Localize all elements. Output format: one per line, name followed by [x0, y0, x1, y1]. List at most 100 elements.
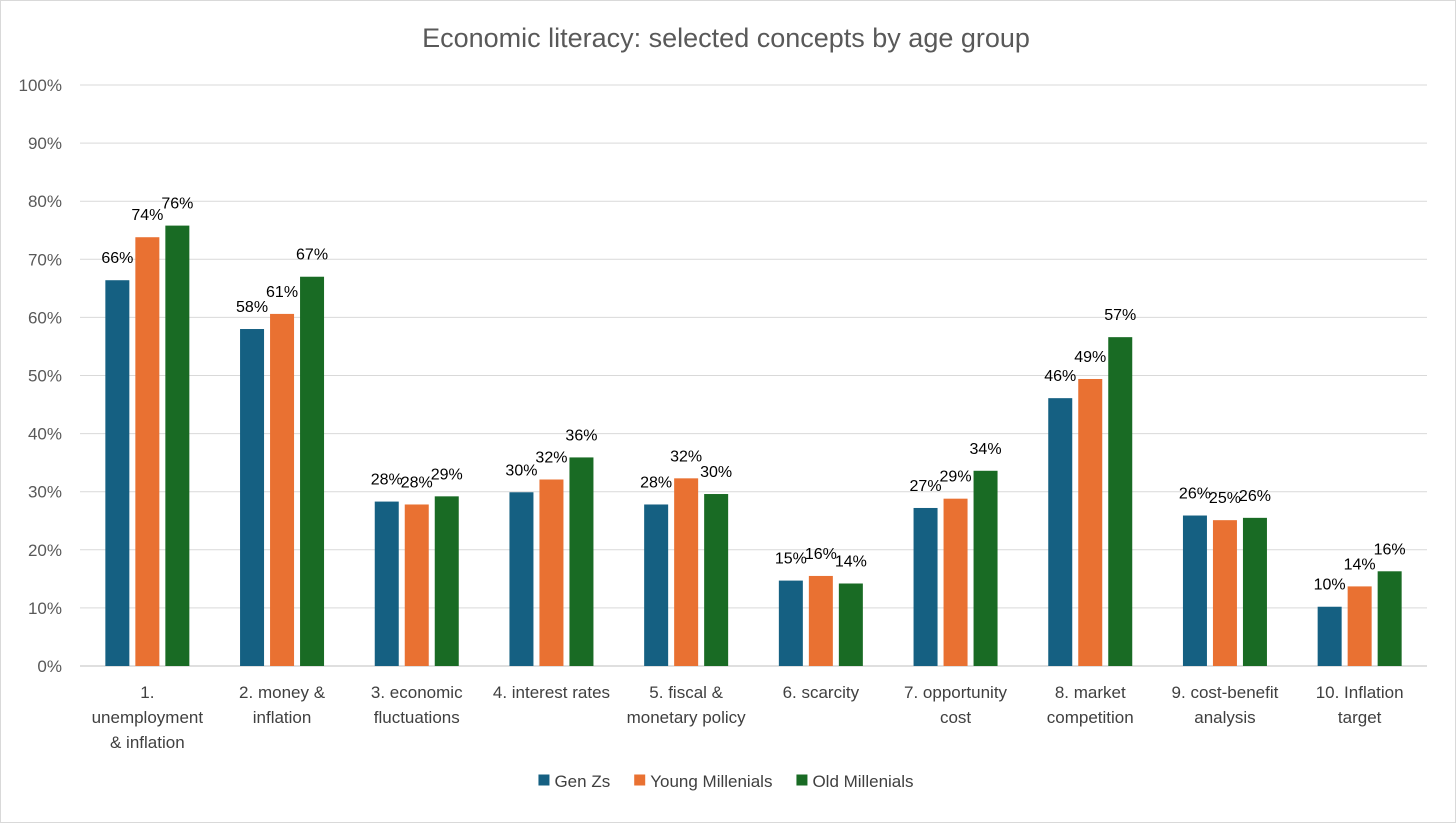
data-label: 26% — [1179, 486, 1211, 503]
bar-old-millenials — [973, 470, 998, 666]
y-tick-label: 90% — [28, 134, 62, 153]
data-label: 76% — [161, 196, 193, 213]
data-label: 67% — [296, 247, 328, 264]
data-label: 14% — [835, 553, 867, 570]
data-label: 16% — [805, 546, 837, 563]
bar-gen-zs — [1048, 398, 1073, 666]
legend-item: Gen Zs — [538, 772, 610, 791]
data-label: 15% — [775, 551, 807, 568]
x-tick-label: fluctuations — [374, 708, 460, 727]
y-tick-label: 20% — [28, 541, 62, 560]
data-label: 25% — [1209, 490, 1241, 507]
bar-gen-zs — [105, 280, 130, 666]
y-axis-ticks: 0% 10% 20% 30% 40% 50% 60% 70% 80% 90% 100% — [19, 76, 62, 676]
bar-young-millenials — [674, 478, 699, 666]
y-tick-label: 60% — [28, 308, 62, 327]
x-tick-label: 5. fiscal & — [649, 683, 723, 702]
bar-old-millenials — [300, 276, 325, 666]
data-label: 49% — [1074, 349, 1106, 366]
bar-old-millenials — [434, 496, 459, 666]
bar-gen-zs — [778, 580, 803, 666]
x-axis-ticks: 1. unemployment & inflation 2. money & infla… — [92, 683, 1404, 752]
legend-swatch — [796, 774, 808, 786]
bar-gen-zs — [240, 329, 265, 666]
bar-old-millenials — [1377, 571, 1402, 666]
x-tick-label: cost — [940, 708, 971, 727]
data-label: 30% — [700, 464, 732, 481]
data-labels: 66%74%76%58%61%67%28%28%29% 30%32%36%28%3… — [101, 196, 1405, 594]
x-tick-label: & inflation — [110, 733, 185, 752]
data-label: 26% — [1239, 488, 1271, 505]
y-tick-label: 10% — [28, 599, 62, 618]
data-label: 61% — [266, 284, 298, 301]
x-tick-label: competition — [1047, 708, 1134, 727]
y-tick-label: 80% — [28, 192, 62, 211]
data-label: 14% — [1344, 556, 1376, 573]
legend-item: Old Millenials — [796, 772, 914, 791]
bar-gen-zs — [913, 507, 938, 666]
bar-young-millenials — [943, 498, 968, 666]
x-tick-label: 3. economic — [371, 683, 463, 702]
data-label: 10% — [1314, 577, 1346, 594]
y-tick-label: 50% — [28, 367, 62, 386]
bar-gen-zs — [644, 504, 669, 666]
bar-gen-zs — [1182, 515, 1207, 666]
x-tick-label: inflation — [253, 708, 312, 727]
data-label: 29% — [431, 466, 463, 483]
y-tick-label: 0% — [37, 657, 62, 676]
y-tick-label: 70% — [28, 250, 62, 269]
legend-swatch — [634, 774, 646, 786]
legend-swatch — [538, 774, 550, 786]
y-tick-label: 30% — [28, 483, 62, 502]
bar-young-millenials — [808, 575, 833, 666]
data-label: 36% — [565, 427, 597, 444]
bar-old-millenials — [1108, 337, 1133, 666]
bar-gen-zs — [374, 501, 399, 666]
x-tick-label: 1. — [140, 683, 154, 702]
chart-title: Economic literacy: selected concepts by … — [422, 23, 1030, 53]
x-tick-label: 7. opportunity — [904, 683, 1008, 702]
x-tick-label: unemployment — [92, 708, 204, 727]
bar-gen-zs — [1317, 606, 1342, 666]
bar-young-millenials — [1212, 520, 1237, 666]
bar-young-millenials — [404, 504, 429, 666]
data-label: 34% — [970, 441, 1002, 458]
bar-old-millenials — [704, 494, 729, 666]
y-tick-label: 40% — [28, 425, 62, 444]
bar-young-millenials — [1347, 586, 1372, 666]
bar-old-millenials — [838, 583, 863, 666]
bar-young-millenials — [539, 479, 564, 666]
data-label: 28% — [371, 472, 403, 489]
bar-old-millenials — [569, 457, 594, 666]
x-tick-label: monetary policy — [627, 708, 747, 727]
x-tick-label: 9. cost-benefit — [1172, 683, 1279, 702]
x-tick-label: analysis — [1194, 708, 1255, 727]
legend: Gen Zs Young Millenials Old Millenials — [538, 772, 914, 791]
data-label: 32% — [670, 448, 702, 465]
data-label: 58% — [236, 299, 268, 316]
data-label: 29% — [940, 469, 972, 486]
data-label: 32% — [535, 449, 567, 466]
bar-old-millenials — [1242, 517, 1267, 666]
data-label: 16% — [1374, 541, 1406, 558]
data-label: 30% — [505, 462, 537, 479]
legend-label: Old Millenials — [812, 772, 913, 791]
legend-label: Young Millenials — [650, 772, 772, 791]
legend-item: Young Millenials — [634, 772, 772, 791]
data-label: 74% — [131, 207, 163, 224]
bar-gen-zs — [509, 492, 534, 666]
legend-label: Gen Zs — [554, 772, 610, 791]
x-tick-label: 2. money & — [239, 683, 326, 702]
data-label: 46% — [1044, 368, 1076, 385]
bar-young-millenials — [1078, 378, 1103, 666]
data-label: 28% — [640, 474, 672, 491]
bar-young-millenials — [270, 313, 295, 666]
data-label: 57% — [1104, 307, 1136, 324]
data-label: 66% — [101, 250, 133, 267]
data-label: 28% — [401, 474, 433, 491]
x-tick-label: 10. Inflation — [1316, 683, 1404, 702]
bar-old-millenials — [165, 225, 190, 667]
x-tick-label: 8. market — [1055, 683, 1126, 702]
data-label: 27% — [910, 478, 942, 495]
